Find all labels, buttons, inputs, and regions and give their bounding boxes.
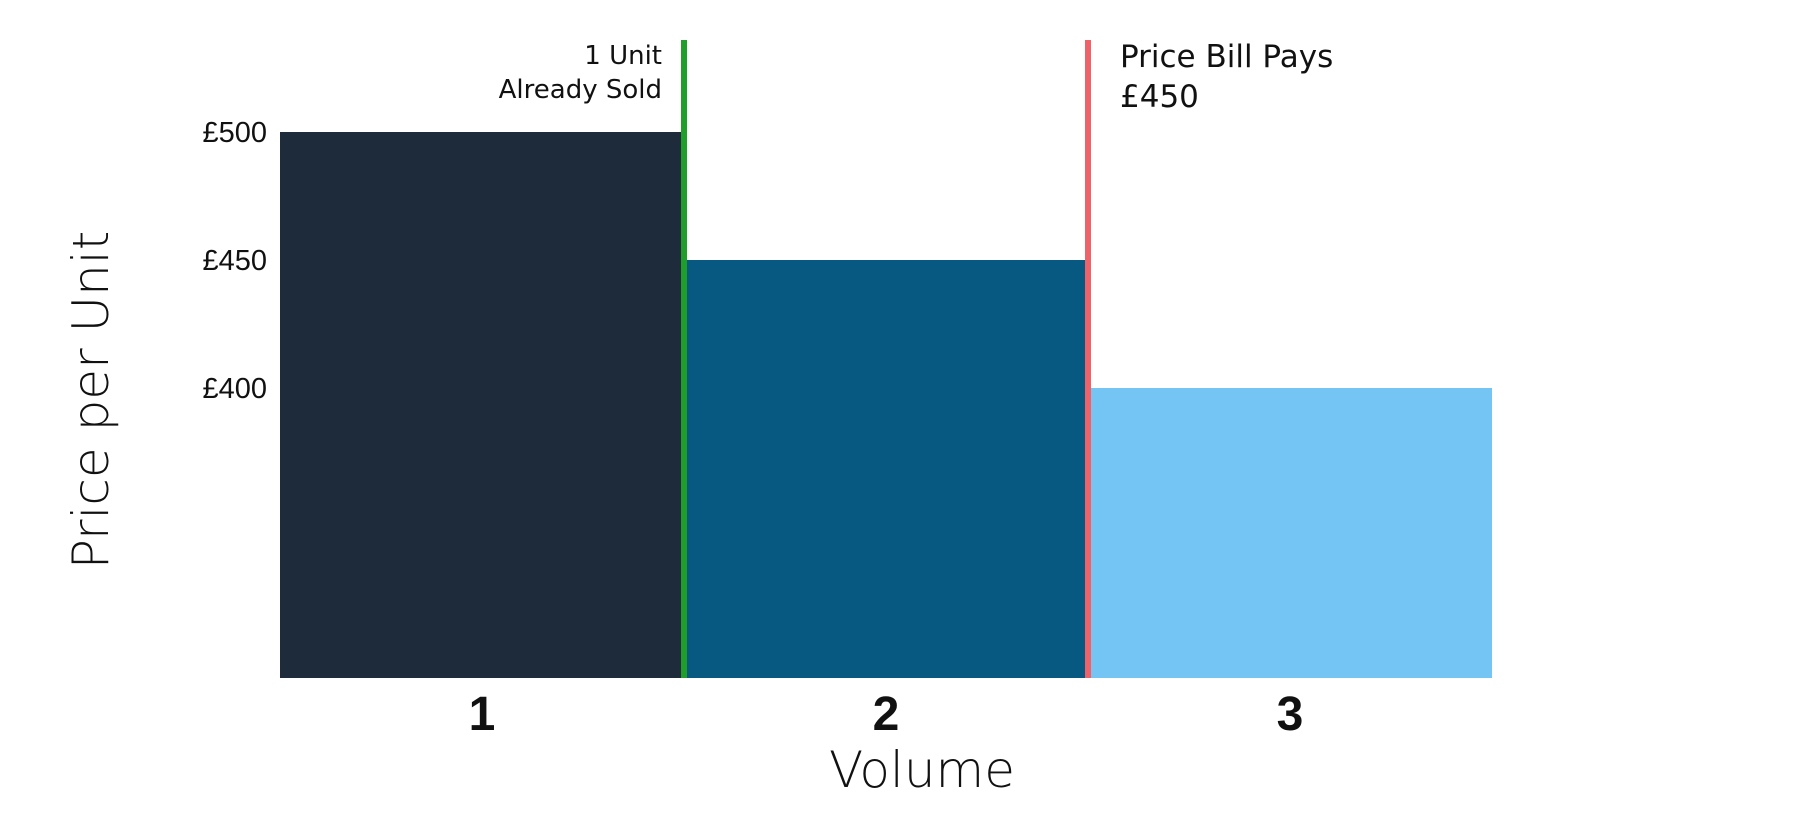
annotations: 1 Unit Already Sold Price Bill Pays £450 [499,39,1334,115]
y-axis-ticks: £500 £450 £400 [202,117,267,405]
y-tick-450: £450 [202,245,267,277]
y-tick-500: £500 [202,117,267,149]
x-axis-label: Volume [829,741,1015,799]
already-sold-marker-text-1: 1 Unit [584,41,662,71]
x-tick-1: 1 [469,688,496,741]
x-tick-3: 3 [1277,688,1304,741]
bar-3 [1088,388,1492,678]
bars [280,132,1492,678]
x-tick-2: 2 [873,688,900,741]
bar-1 [280,132,684,678]
y-axis-label: Price per Unit [62,231,120,570]
already-sold-marker-text-2: Already Sold [499,75,662,105]
x-axis-ticks: 1 2 3 [469,688,1304,741]
boundary-markers [681,40,1091,678]
bill-price-marker-text-2: £450 [1120,79,1199,115]
bar-2 [684,260,1088,678]
y-tick-400: £400 [202,373,267,405]
bill-price-marker-text-1: Price Bill Pays [1120,39,1333,75]
